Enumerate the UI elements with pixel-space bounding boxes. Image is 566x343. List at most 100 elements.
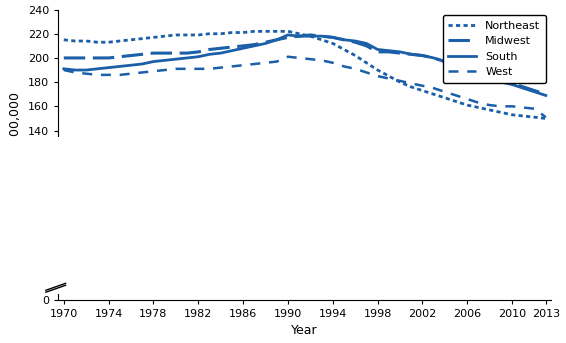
- Northeast: [464, 103, 471, 107]
- West: [430, 86, 437, 90]
- South: [408, 52, 415, 56]
- West: [397, 79, 404, 83]
- Midwest: [161, 51, 168, 55]
- Northeast: [486, 108, 493, 112]
- Midwest: [509, 81, 516, 85]
- West: [229, 64, 235, 69]
- Midwest: [195, 50, 201, 54]
- West: [139, 70, 145, 74]
- West: [509, 104, 516, 108]
- Midwest: [240, 44, 247, 48]
- South: [184, 56, 191, 60]
- West: [128, 72, 135, 76]
- Northeast: [240, 31, 247, 35]
- South: [61, 67, 67, 71]
- Midwest: [61, 56, 67, 60]
- West: [453, 93, 460, 97]
- Northeast: [184, 33, 191, 37]
- West: [240, 63, 247, 67]
- South: [531, 90, 538, 94]
- Northeast: [430, 92, 437, 96]
- South: [240, 46, 247, 50]
- South: [150, 60, 157, 64]
- West: [363, 70, 370, 74]
- Northeast: [307, 34, 314, 38]
- Northeast: [61, 38, 67, 42]
- West: [475, 100, 482, 105]
- Midwest: [296, 34, 303, 38]
- South: [72, 68, 79, 72]
- West: [441, 90, 448, 94]
- Northeast: [531, 115, 538, 119]
- Midwest: [329, 35, 336, 39]
- West: [262, 61, 269, 65]
- Northeast: [509, 113, 516, 117]
- Midwest: [531, 88, 538, 93]
- West: [464, 97, 471, 101]
- Midwest: [397, 51, 404, 55]
- Northeast: [139, 36, 145, 40]
- Midwest: [419, 54, 426, 58]
- Midwest: [520, 85, 527, 89]
- Northeast: [262, 29, 269, 33]
- South: [374, 47, 381, 51]
- Northeast: [419, 88, 426, 93]
- Midwest: [453, 63, 460, 67]
- West: [419, 84, 426, 88]
- West: [217, 66, 224, 70]
- South: [285, 33, 291, 37]
- Northeast: [273, 29, 280, 33]
- Northeast: [397, 80, 404, 84]
- West: [195, 67, 201, 71]
- West: [374, 74, 381, 78]
- Midwest: [83, 56, 89, 60]
- South: [262, 42, 269, 46]
- Midwest: [217, 46, 224, 50]
- Midwest: [150, 51, 157, 55]
- Northeast: [195, 33, 201, 37]
- Midwest: [341, 38, 348, 42]
- South: [486, 76, 493, 81]
- Midwest: [173, 51, 179, 55]
- West: [173, 67, 179, 71]
- Northeast: [83, 39, 89, 43]
- West: [184, 67, 191, 71]
- Midwest: [352, 40, 359, 44]
- South: [296, 34, 303, 38]
- West: [117, 73, 123, 77]
- Northeast: [206, 32, 213, 36]
- Midwest: [542, 92, 549, 96]
- South: [419, 54, 426, 58]
- Midwest: [94, 56, 101, 60]
- South: [341, 38, 348, 42]
- South: [498, 80, 504, 84]
- West: [161, 68, 168, 72]
- Midwest: [498, 79, 504, 83]
- Midwest: [408, 52, 415, 56]
- South: [352, 39, 359, 43]
- Northeast: [475, 106, 482, 110]
- West: [94, 73, 101, 77]
- West: [206, 67, 213, 71]
- West: [296, 56, 303, 60]
- West: [408, 81, 415, 85]
- Midwest: [128, 54, 135, 58]
- Northeast: [72, 39, 79, 43]
- West: [341, 64, 348, 69]
- West: [520, 106, 527, 110]
- South: [94, 67, 101, 71]
- South: [520, 86, 527, 90]
- South: [128, 63, 135, 67]
- Midwest: [374, 50, 381, 54]
- West: [498, 104, 504, 108]
- Midwest: [273, 38, 280, 42]
- X-axis label: Year: Year: [291, 324, 318, 338]
- South: [397, 50, 404, 54]
- Northeast: [374, 68, 381, 72]
- Midwest: [105, 56, 112, 60]
- West: [72, 70, 79, 74]
- Northeast: [150, 35, 157, 39]
- South: [206, 52, 213, 56]
- Northeast: [498, 110, 504, 115]
- South: [509, 83, 516, 87]
